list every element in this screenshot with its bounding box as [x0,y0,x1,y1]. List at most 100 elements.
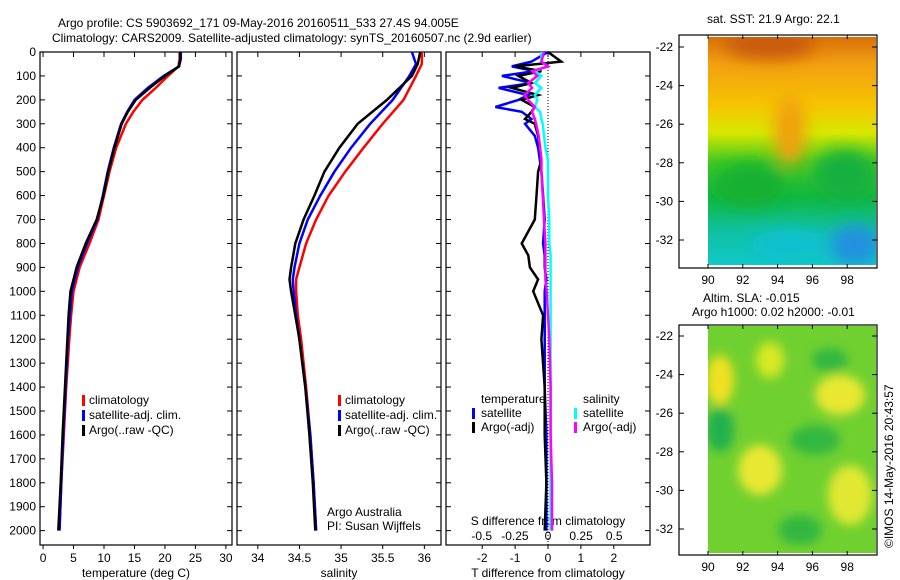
map-x-tick-label: 94 [771,273,785,287]
y-tick-label: 1100 [10,308,36,322]
sla-low [708,408,734,452]
map-y-tick-label: -22 [656,329,674,343]
map-x-tick-label: 98 [841,560,855,574]
map-x-tick-label: 98 [841,273,855,287]
x-tick-label: 15 [128,551,142,565]
legend-swatch [338,410,341,421]
sla-low [790,425,840,455]
legend-label: Argo(-adj) [481,420,534,434]
y-tick-label: 700 [16,213,36,227]
legend-swatch [472,408,475,419]
x-tick-label: 35 [334,551,348,565]
y-tick-label: 200 [16,93,36,107]
map-x-tick-label: 90 [701,560,715,574]
legend-swatch [472,422,475,433]
series-line-satellite-adj--clim- [58,52,183,531]
y-tick-label: 500 [16,165,36,179]
x-tick-label: 25 [189,551,203,565]
y-tick-label: 1000 [9,284,36,298]
sla-high [708,355,734,405]
legend-swatch [82,395,85,406]
x-axis-label: salinity [321,566,358,580]
title-line-1: Argo profile: CS 5903692_171 09-May-2016… [58,16,459,30]
map-y-tick-label: -28 [656,445,674,459]
sla-low [778,515,822,545]
legend-title-salinity: salinity [583,392,620,406]
sst-cool-patch [830,225,876,265]
legend-swatch [574,422,577,433]
sst-map: sat. SST: 21.9 Argo: 22.1 90 92 94 96 98 -22 -… [656,12,878,287]
x-tick-label: 20 [158,551,172,565]
map-x-tick-label: 96 [806,560,820,574]
y-tick-label: 800 [16,236,36,250]
series-line-argo---raw--qc- [288,51,422,531]
sla-high [738,445,782,495]
legend-label: climatology [89,393,149,407]
y-tick-label: 1900 [9,500,36,514]
x-tick-label: 36 [418,551,432,565]
y-tick-label: 600 [16,189,36,203]
map-x-tick-label: 90 [701,273,715,287]
title-line-2: Climatology: CARS2009. Satellite-adjuste… [52,31,532,45]
y-tick-label: 900 [16,260,36,274]
x-tick-label: 1 [578,551,585,565]
sla-high [815,375,865,415]
x2-tick-label: 0 [545,529,552,543]
x-tick-label: 5 [70,551,77,565]
sst-map-title: sat. SST: 21.9 Argo: 22.1 [707,12,840,26]
sla-map-title-2: Argo h1000: 0.02 h2000: -0.01 [692,305,855,319]
y-tick-label: 2000 [9,524,36,538]
legend-label: climatology [345,393,405,407]
x-axis-label: temperature (deg C) [82,566,190,580]
x2-axis-label: S difference from climatology [471,514,626,528]
x2-tick-label: 0.25 [569,529,593,543]
y-tick-label: 1600 [9,428,36,442]
map-y-tick-label: -28 [656,156,674,170]
y-tick-label: 1800 [9,476,36,490]
legend-label: Argo(..raw -QC) [345,423,430,437]
sla-high [756,342,784,378]
y-tick-label: 100 [16,69,36,83]
panel-2: 34 34.5 35 35.5 36 salinity climatologysatelli… [236,51,442,580]
map-y-tick-label: -32 [656,522,674,536]
sst-warm-tongue [774,95,806,165]
series-line-argo---raw--qc- [57,52,182,531]
x-tick-label: -2 [477,551,488,565]
legend-swatch [338,425,341,436]
y-tick-label: 1200 [9,332,36,346]
series-line-climatology [58,52,181,531]
map-y-tick-label: -30 [656,194,674,208]
panel-frame [39,51,233,546]
x2-tick-label: -0.5 [471,529,492,543]
legend-label: satellite-adj. clim. [89,408,181,422]
legend-label: satellite [481,406,522,420]
x2-tick-label: 0.5 [606,529,623,543]
x-tick-label: 35.5 [371,551,395,565]
series-line-satellite [495,50,549,531]
sla-high [828,465,872,525]
x-tick-label: 34.5 [288,551,312,565]
sst-warm-patch [725,37,815,59]
legend-label: satellite [583,406,624,420]
map-y-tick-label: -26 [656,117,674,131]
map-x-tick-label: 96 [806,273,820,287]
credit-stamp: ©IMOS 14-May-2016 20:43:57 [882,384,896,548]
x-axis-label: T difference from climatology [471,566,625,580]
sst-green-patch-2 [815,150,875,200]
x-tick-label: 0 [40,551,47,565]
map-y-tick-label: -32 [656,233,674,247]
map-x-tick-label: 92 [736,560,750,574]
y-tick-label: 300 [16,117,36,131]
series-line-satellite [532,52,552,531]
map-y-tick-label: -22 [656,40,674,54]
y-tick-label: 400 [16,141,36,155]
legend-label: satellite-adj. clim. [345,408,437,422]
legend-swatch [82,425,85,436]
legend-swatch [574,408,577,419]
series-line-argo--adj- [522,51,554,531]
y-tick-label: 1400 [9,380,36,394]
x-tick-label: 34 [251,551,265,565]
y-tick-label: 1300 [9,356,36,370]
legend-label: Argo(..raw -QC) [89,423,174,437]
x-tick-label: 10 [97,551,111,565]
